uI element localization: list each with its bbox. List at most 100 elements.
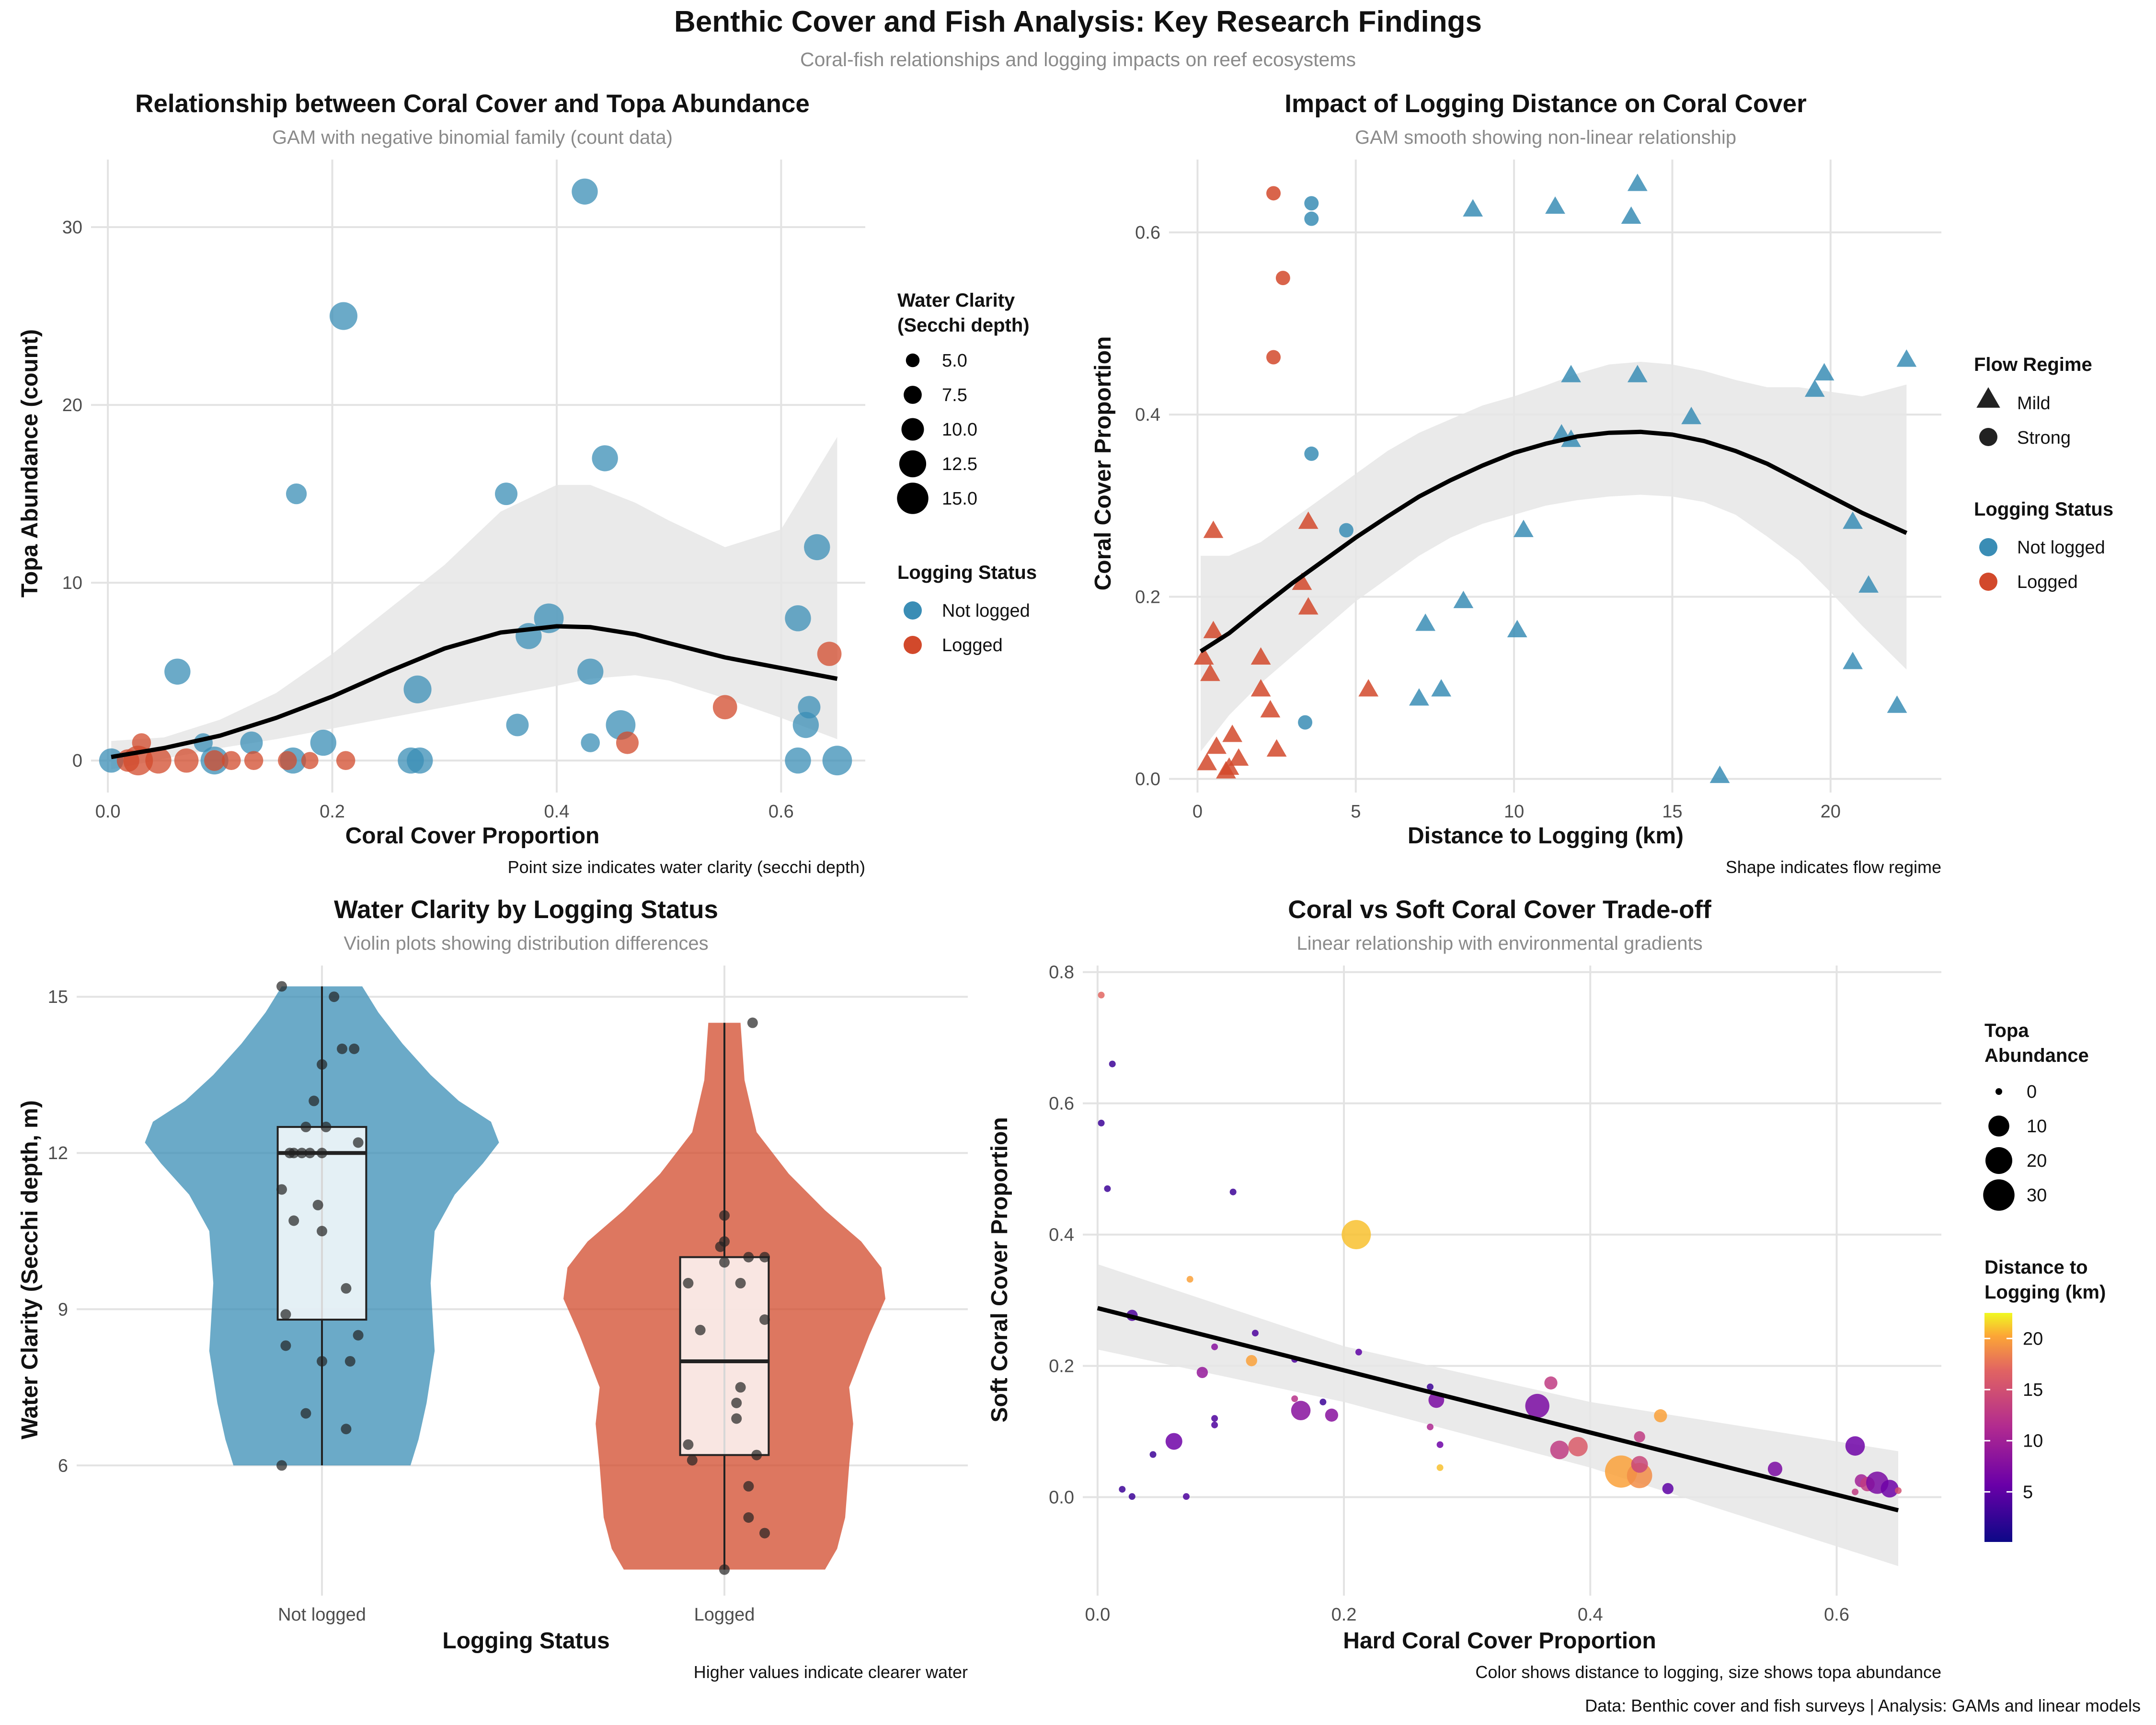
data-point — [301, 752, 319, 770]
colorbar-label: 15 — [2023, 1380, 2043, 1400]
data-point — [1355, 1348, 1362, 1356]
legend-size-key — [1985, 1147, 2013, 1174]
legend-color-key — [904, 636, 922, 654]
data-point — [1291, 1401, 1311, 1421]
data-point — [174, 748, 199, 773]
data-point — [1436, 1441, 1444, 1448]
jitter-point — [280, 1340, 291, 1351]
data-point — [1200, 663, 1220, 681]
data-point — [1211, 1421, 1218, 1428]
gam-smooth-line — [1199, 429, 1908, 654]
data-point — [244, 751, 264, 770]
legend-label: 7.5 — [942, 385, 967, 405]
legend-size-key — [899, 450, 927, 478]
violins — [145, 986, 885, 1570]
panel-caption: Point size indicates water clarity (secc… — [508, 857, 865, 877]
data-point — [1453, 590, 1474, 609]
data-point — [1709, 765, 1730, 783]
data-point — [1514, 519, 1534, 537]
y-axis-label: Water Clarity (Secchi depth, m) — [17, 1100, 43, 1439]
data-point — [785, 605, 811, 632]
box — [679, 1256, 770, 1456]
legend-label: Strong — [2017, 428, 2071, 448]
jitter-point — [304, 1148, 315, 1159]
legend-label: 15.0 — [942, 489, 977, 509]
data-point — [581, 733, 600, 752]
data-point — [329, 302, 358, 330]
panel-title: Relationship between Coral Cover and Top… — [135, 90, 810, 118]
x-tick-label: 15 — [1662, 802, 1682, 822]
panel-logging-distance: Impact of Logging Distance on Coral Cove… — [1090, 90, 2113, 877]
data-point — [1109, 1060, 1116, 1068]
legend-label: Not logged — [2017, 538, 2105, 558]
data-point — [1266, 186, 1281, 201]
linear-fit-line — [1097, 1306, 1899, 1513]
y-tick-label: 15 — [48, 987, 68, 1007]
legend-title: Flow Regime — [1974, 354, 2092, 375]
data-point — [221, 751, 241, 770]
data-point — [164, 658, 191, 685]
y-tick-label: 0.4 — [1135, 405, 1160, 425]
jitter-point — [759, 1528, 770, 1539]
legend-title: Water Clarity (Secchi depth) — [897, 290, 1030, 336]
jitter-point — [719, 1564, 730, 1575]
x-tick-label: 0.0 — [1085, 1605, 1110, 1625]
jitter-point — [683, 1439, 694, 1450]
jitter-point — [317, 1059, 327, 1070]
jitter-point — [280, 1309, 291, 1320]
legend-label: 12.5 — [942, 454, 977, 474]
x-tick-label: 0.2 — [1331, 1605, 1357, 1625]
panel-coral-topa: Relationship between Coral Cover and Top… — [17, 90, 1037, 877]
jitter-point — [719, 1210, 730, 1221]
data-point — [1627, 365, 1648, 382]
x-axis-label: Distance to Logging (km) — [1408, 823, 1684, 849]
data-point — [1342, 1220, 1371, 1250]
data-point — [1292, 572, 1312, 590]
colorbar-label: 10 — [2023, 1431, 2043, 1451]
legend-title: Topa Abundance — [1984, 1020, 2089, 1066]
jitter-point — [759, 1314, 770, 1325]
y-tick-label: 0.6 — [1049, 1094, 1074, 1114]
y-tick-label: 10 — [62, 573, 82, 593]
jitter-point — [759, 1252, 770, 1263]
data-point — [592, 445, 618, 472]
data-point — [1229, 1188, 1237, 1196]
data-point — [1104, 1185, 1111, 1192]
data-point — [1545, 196, 1565, 214]
panel-subtitle: Violin plots showing distribution differ… — [344, 933, 708, 954]
data-point — [1550, 1440, 1569, 1460]
data-point — [1228, 748, 1249, 766]
data-point — [616, 731, 639, 754]
jitter-point — [695, 1324, 706, 1335]
panel-water-clarity-violin: Water Clarity by Logging Status Violin p… — [17, 896, 968, 1682]
x-tick-label: 0.6 — [1824, 1605, 1849, 1625]
data-point — [1165, 1433, 1182, 1450]
legend-size-key — [901, 418, 924, 441]
data-point — [712, 695, 737, 720]
jitter-point — [321, 1121, 332, 1132]
legend-label: 30 — [2027, 1185, 2047, 1206]
data-point — [1627, 173, 1648, 191]
jitter-point — [317, 1356, 327, 1367]
data-point — [506, 713, 529, 736]
smooth-line — [1199, 429, 1908, 654]
x-tick-label: 5 — [1351, 802, 1361, 822]
data-points — [1193, 173, 1917, 783]
data-point — [1358, 679, 1379, 697]
legend-flow-regime: Flow Regime Mild Strong — [1974, 354, 2092, 448]
legend-logging-status: Logging Status Not logged Logged — [897, 562, 1037, 656]
data-point — [1298, 715, 1313, 730]
panel-caption: Color shows distance to logging, size sh… — [1475, 1662, 1941, 1682]
data-point — [204, 750, 225, 771]
data-point — [1196, 1367, 1208, 1378]
panel-subtitle: GAM with negative binomial family (count… — [272, 127, 673, 148]
data-point — [1219, 757, 1239, 775]
jitter-point — [349, 1043, 360, 1054]
jitter-point — [735, 1277, 746, 1288]
y-tick-label: 0.2 — [1135, 587, 1160, 607]
jitter-point — [747, 1017, 758, 1028]
data-point — [1843, 511, 1863, 529]
data-point — [1291, 1395, 1298, 1403]
legend-label: 10 — [2027, 1116, 2047, 1137]
legend-shape-key — [1979, 428, 1997, 446]
